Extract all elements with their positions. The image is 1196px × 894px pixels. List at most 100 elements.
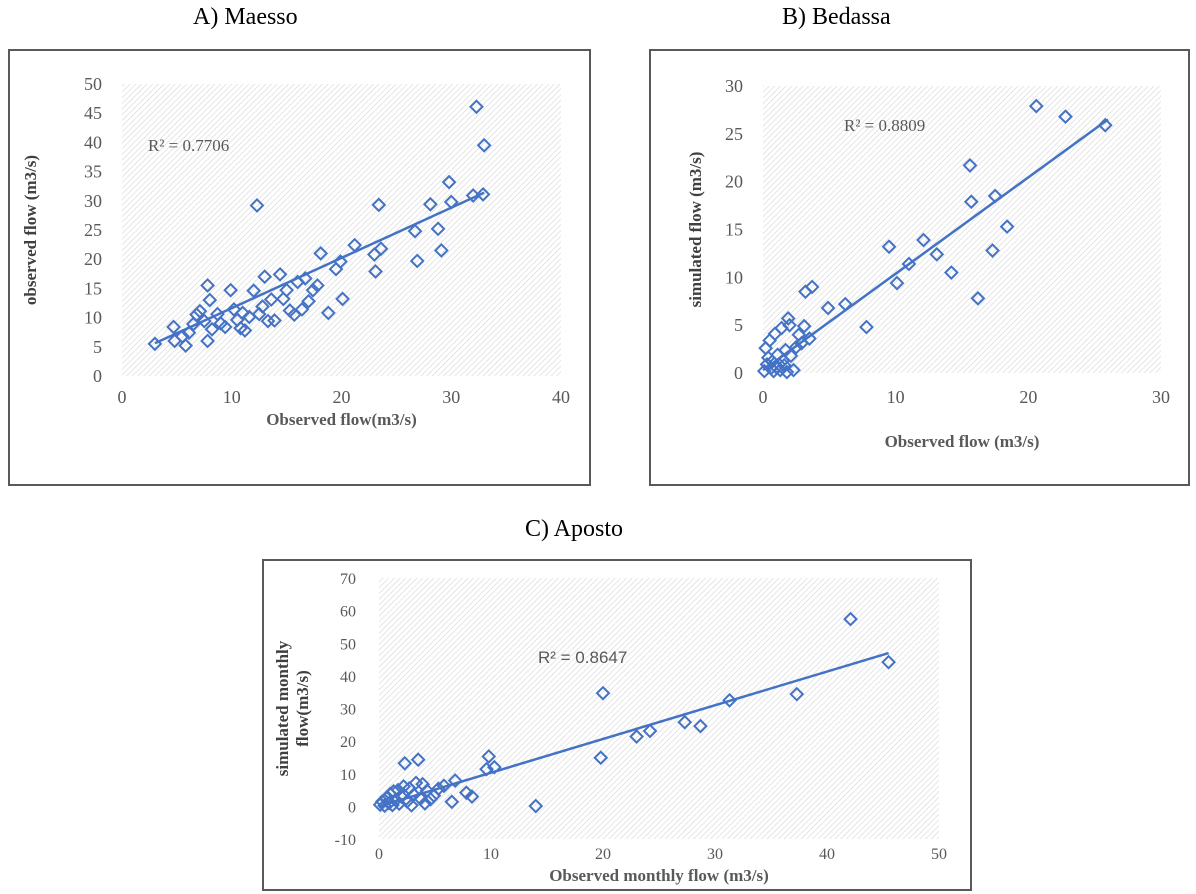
y-tick-label: 70	[340, 571, 356, 588]
y-tick-label: 25	[84, 220, 102, 240]
panel-c-title: C) Aposto	[525, 516, 624, 542]
data-point	[441, 174, 457, 190]
data-point	[196, 313, 212, 329]
y-tick-label: 0	[93, 366, 102, 386]
data-point	[458, 785, 474, 801]
data-point	[999, 219, 1015, 235]
data-point	[371, 197, 387, 213]
data-point	[305, 282, 321, 298]
data-point	[843, 611, 858, 627]
data-point	[479, 761, 494, 777]
x-tick-label: 0	[375, 846, 383, 863]
data-point	[528, 798, 544, 814]
data-point	[237, 323, 253, 338]
x-tick-label: 50	[931, 846, 947, 863]
x-tick-label: 20	[595, 846, 611, 863]
data-point	[788, 339, 804, 355]
data-point	[309, 278, 325, 293]
x-axis-label: Observed monthly flow (m3/s)	[549, 866, 769, 885]
data-point	[332, 254, 348, 269]
data-point	[294, 302, 310, 317]
data-point	[859, 319, 874, 335]
data-point	[200, 333, 216, 349]
data-point	[189, 307, 205, 323]
data-point	[789, 686, 805, 702]
data-point	[368, 264, 383, 279]
data-point	[226, 302, 242, 317]
data-point	[385, 797, 400, 813]
data-point	[436, 778, 452, 794]
trendline	[154, 191, 485, 345]
data-point	[255, 299, 270, 314]
y-axis-label: simulated flow (m3/s)	[686, 152, 705, 308]
data-point	[881, 239, 897, 255]
data-point	[202, 292, 218, 308]
y-tick-label: 35	[84, 162, 102, 182]
data-point	[444, 794, 460, 810]
y-axis-label: flow(m3/s)	[293, 670, 312, 746]
y-tick-label: 20	[84, 249, 102, 269]
data-point	[771, 356, 787, 372]
data-point	[779, 364, 795, 380]
y-tick-label: -10	[335, 832, 356, 849]
y-tick-label: 20	[725, 172, 743, 192]
data-point	[447, 773, 463, 789]
chart-bedassa: 0 5 10 15 20 25 30 0 10 20 30 Observed flow (m3/s) s…	[649, 49, 1190, 486]
data-point	[629, 729, 645, 744]
data-point	[782, 317, 797, 333]
data-point	[693, 718, 708, 734]
data-point	[320, 305, 336, 321]
data-point	[469, 99, 484, 115]
data-point	[313, 245, 329, 261]
x-tick-label: 0	[759, 387, 768, 407]
plot-area	[122, 84, 561, 376]
y-tick-label: 0	[348, 799, 356, 816]
data-point	[837, 296, 853, 312]
data-point	[642, 723, 658, 739]
data-point	[722, 692, 737, 708]
data-point	[260, 313, 276, 329]
data-point	[881, 654, 897, 670]
r2-label: R² = 0.8647	[538, 648, 627, 667]
data-point	[301, 293, 316, 309]
y-tick-label: 50	[84, 74, 102, 94]
data-point	[962, 157, 978, 173]
y-tick-label: 10	[340, 767, 356, 784]
data-point	[481, 749, 497, 764]
x-tick-label: 0	[118, 387, 127, 407]
data-point	[166, 319, 181, 335]
trendline	[762, 118, 1109, 372]
data-point	[409, 253, 425, 269]
x-tick-label: 30	[707, 846, 723, 863]
x-tick-label: 20	[333, 387, 351, 407]
trendline	[378, 651, 889, 808]
data-point	[430, 781, 446, 797]
data-point	[192, 303, 208, 319]
x-tick-label: 40	[552, 387, 570, 407]
x-axis-label: Observed flow(m3/s)	[266, 410, 417, 429]
data-point	[422, 196, 438, 212]
y-tick-label: 10	[84, 308, 102, 328]
data-point	[407, 223, 423, 239]
data-point	[1058, 109, 1073, 125]
y-tick-label: 20	[340, 734, 356, 751]
r2-label: R² = 0.8809	[844, 116, 925, 135]
data-point	[889, 275, 905, 291]
data-point	[410, 752, 426, 768]
data-point	[406, 787, 422, 803]
data-point	[916, 232, 931, 248]
y-tick-label: 50	[340, 636, 356, 653]
data-point	[963, 194, 979, 210]
data-point	[802, 331, 817, 346]
data-point	[275, 291, 291, 307]
data-point	[476, 137, 492, 153]
data-point	[677, 714, 693, 730]
data-point	[901, 256, 917, 272]
data-point	[776, 357, 792, 373]
data-point	[272, 266, 288, 282]
data-point	[796, 318, 812, 334]
plot-area	[763, 86, 1161, 373]
y-tick-label: 45	[84, 103, 102, 123]
y-tick-label: 40	[84, 132, 102, 152]
data-point	[404, 797, 419, 813]
